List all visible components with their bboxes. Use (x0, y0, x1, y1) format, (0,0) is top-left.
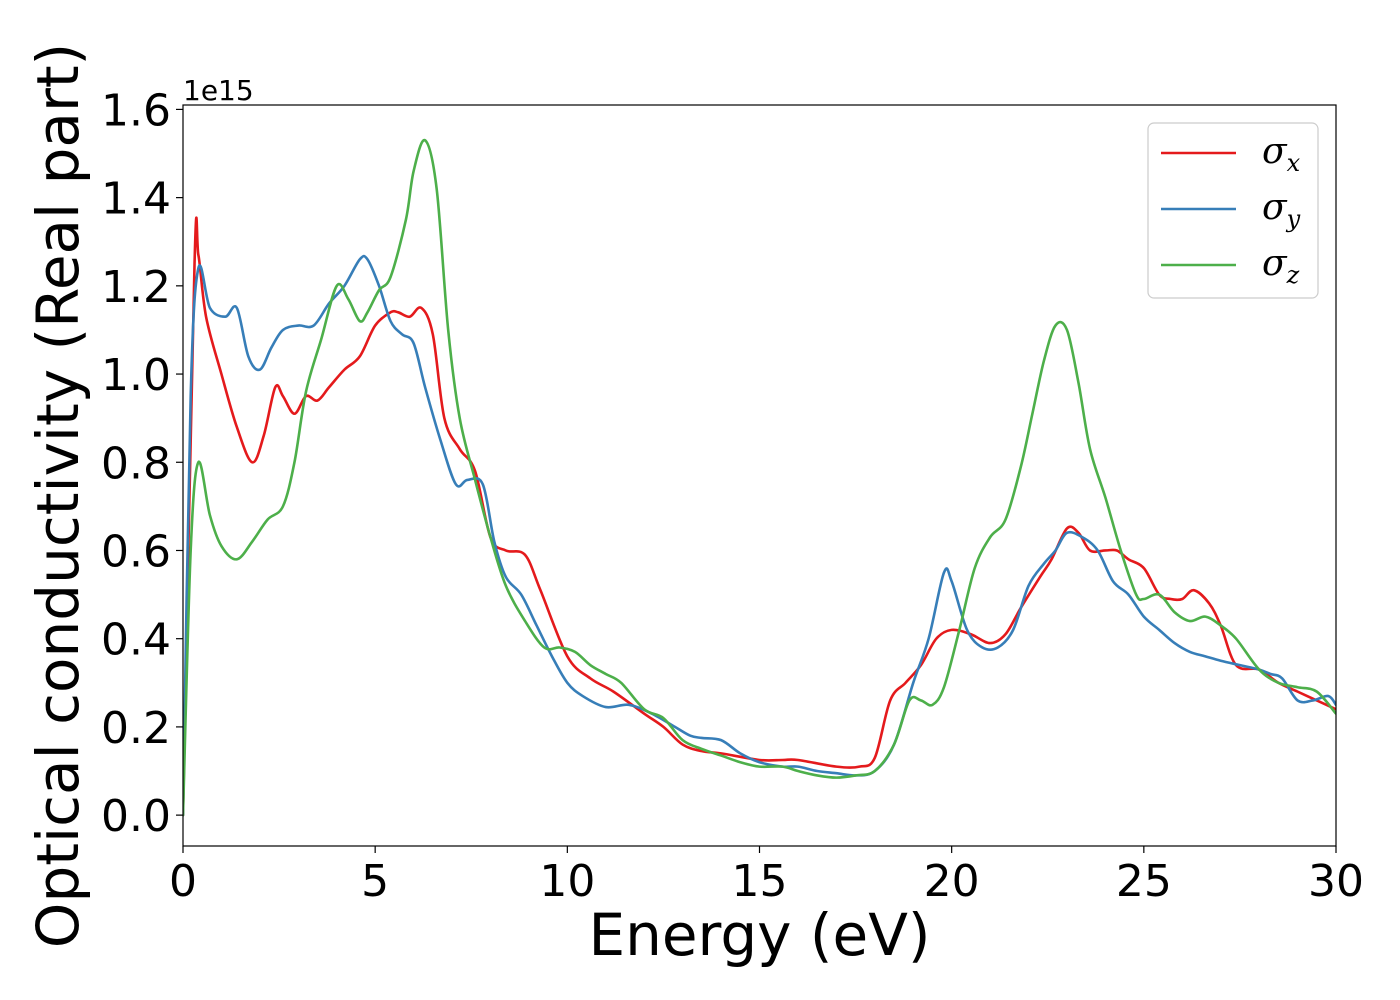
legend-label-base: σ (1262, 187, 1288, 228)
series-line-z (183, 138, 1336, 817)
x-tick-label: 5 (361, 856, 389, 907)
y-tick-label: 0.2 (101, 703, 171, 754)
y-tick-label: 1.4 (101, 174, 171, 225)
y-tick-label: 0.6 (101, 526, 171, 577)
y-axis-ticks: 0.0 0.2 0.4 0.6 0.8 1.0 1.2 1.4 1.6 (101, 85, 183, 842)
x-axis-label: Energy (eV) (588, 901, 930, 969)
y-tick-label: 1.2 (101, 262, 171, 313)
legend-label-subscript: z (1286, 261, 1300, 289)
y-axis-label: Optical conductivity (Real part) (24, 43, 92, 948)
legend-label-base: σ (1262, 131, 1288, 172)
y-tick-label: 0.0 (101, 791, 171, 842)
legend-frame (1147, 122, 1319, 299)
y-tick-label: 1.0 (101, 350, 171, 401)
legend-label-subscript: x (1287, 149, 1301, 177)
legend-label-z: σz (1262, 243, 1300, 289)
x-tick-label: 15 (732, 856, 788, 907)
x-tick-label: 0 (169, 856, 197, 907)
series-layer (183, 138, 1336, 817)
y-tick-label: 1.6 (101, 85, 171, 136)
y-tick-label: 0.4 (101, 615, 171, 666)
x-tick-label: 20 (924, 856, 980, 907)
x-tick-label: 10 (539, 856, 595, 907)
series-line-x (183, 216, 1336, 817)
series-line-y (183, 254, 1336, 817)
legend-label-x: σx (1262, 131, 1301, 177)
y-offset-label: 1e15 (183, 74, 254, 107)
x-tick-label: 30 (1308, 856, 1364, 907)
y-tick-label: 0.8 (101, 438, 171, 489)
legend-label-y: σy (1262, 187, 1301, 233)
x-tick-label: 25 (1116, 856, 1172, 907)
legend-label-base: σ (1262, 243, 1288, 284)
legend-label-subscript: y (1286, 205, 1301, 233)
x-axis-ticks: 0 5 10 15 20 25 30 (169, 846, 1364, 907)
